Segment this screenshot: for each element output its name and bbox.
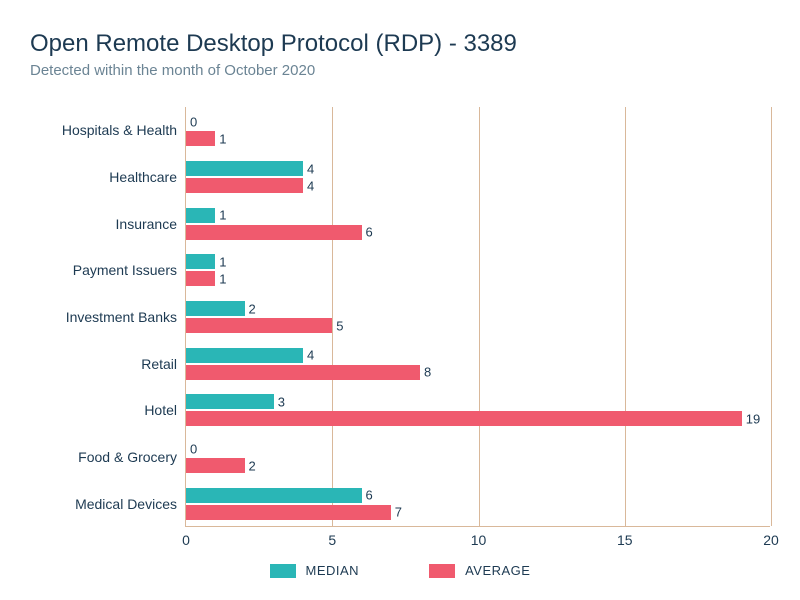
y-axis-label: Food & Grocery (78, 449, 177, 465)
bar-value-label: 4 (303, 161, 314, 176)
bar-median: 4 (186, 348, 303, 363)
bar-value-label: 5 (332, 318, 343, 333)
plot-area: 051015200144161125483190267 (185, 107, 770, 527)
bar-value-label: 2 (245, 301, 256, 316)
gridline (625, 107, 626, 526)
legend-item-median: MEDIAN (270, 563, 360, 578)
legend-swatch-median (270, 564, 296, 578)
bar-average: 2 (186, 458, 245, 473)
bar-value-label: 1 (215, 208, 226, 223)
bar-average: 4 (186, 178, 303, 193)
bar-median: 1 (186, 254, 215, 269)
x-tick-label: 10 (471, 532, 487, 548)
bar-median: 2 (186, 301, 245, 316)
bar-value-label: 1 (215, 131, 226, 146)
y-axis-label: Insurance (116, 216, 177, 232)
legend: MEDIAN AVERAGE (30, 563, 770, 578)
bar-average: 19 (186, 411, 742, 426)
bar-median: 6 (186, 488, 362, 503)
chart-area: Hospitals & Health Healthcare Insurance Pay… (30, 107, 770, 527)
y-axis-label: Hotel (144, 402, 177, 418)
y-axis-label: Medical Devices (75, 496, 177, 512)
gridline (332, 107, 333, 526)
bar-average: 8 (186, 365, 420, 380)
y-axis-label: Hospitals & Health (62, 122, 177, 138)
x-tick-label: 5 (328, 532, 336, 548)
x-tick-label: 0 (182, 532, 190, 548)
legend-item-average: AVERAGE (429, 563, 530, 578)
bar-value-label: 0 (186, 441, 197, 456)
legend-swatch-average (429, 564, 455, 578)
bar-average: 6 (186, 225, 362, 240)
bar-value-label: 8 (420, 365, 431, 380)
bar-average: 1 (186, 131, 215, 146)
y-axis-label: Payment Issuers (73, 262, 177, 278)
gridline (771, 107, 772, 526)
bar-average: 5 (186, 318, 332, 333)
bar-median: 3 (186, 394, 274, 409)
bar-value-label: 6 (362, 225, 373, 240)
chart-subtitle: Detected within the month of October 202… (30, 62, 770, 79)
y-axis-label: Healthcare (109, 169, 177, 185)
bar-median: 4 (186, 161, 303, 176)
y-axis-label: Investment Banks (66, 309, 177, 325)
y-axis-labels: Hospitals & Health Healthcare Insurance Pay… (30, 107, 185, 527)
bar-average: 7 (186, 505, 391, 520)
legend-label-median: MEDIAN (306, 563, 360, 578)
y-axis-label: Retail (141, 356, 177, 372)
bar-value-label: 1 (215, 271, 226, 286)
bar-value-label: 1 (215, 254, 226, 269)
x-tick-label: 20 (763, 532, 779, 548)
legend-label-average: AVERAGE (465, 563, 530, 578)
bar-value-label: 4 (303, 178, 314, 193)
chart-title: Open Remote Desktop Protocol (RDP) - 338… (30, 30, 770, 58)
bar-value-label: 6 (362, 488, 373, 503)
gridline (479, 107, 480, 526)
bar-value-label: 19 (742, 411, 760, 426)
x-tick-label: 15 (617, 532, 633, 548)
bar-average: 1 (186, 271, 215, 286)
bar-value-label: 7 (391, 505, 402, 520)
bar-value-label: 4 (303, 348, 314, 363)
bar-median: 1 (186, 208, 215, 223)
bar-value-label: 2 (245, 458, 256, 473)
bar-value-label: 0 (186, 114, 197, 129)
bar-value-label: 3 (274, 394, 285, 409)
